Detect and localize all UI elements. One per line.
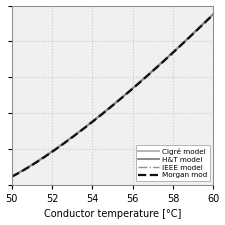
H&T model [176, 47, 178, 50]
H&T model [207, 18, 210, 20]
Morgan mod [176, 48, 178, 50]
Cigré model [10, 175, 13, 177]
H&T model [106, 108, 109, 111]
Cigré model [176, 47, 178, 50]
Morgan mod [106, 108, 109, 111]
Cigré model [207, 17, 210, 20]
IEEE model [119, 97, 122, 100]
IEEE model [107, 107, 110, 110]
Morgan mod [212, 13, 215, 16]
Cigré model [212, 12, 215, 15]
Morgan mod [207, 18, 210, 20]
Morgan mod [130, 88, 133, 91]
H&T model [107, 107, 110, 110]
Line: H&T model: H&T model [12, 14, 213, 177]
Legend: Cigré model, H&T model, IEEE model, Morgan mod: Cigré model, H&T model, IEEE model, Morg… [136, 145, 210, 181]
Cigré model [119, 97, 122, 99]
H&T model [119, 97, 122, 100]
IEEE model [207, 17, 210, 20]
Line: Cigré model: Cigré model [12, 14, 213, 176]
Cigré model [106, 108, 109, 110]
IEEE model [130, 88, 133, 90]
IEEE model [176, 47, 178, 50]
Cigré model [130, 88, 133, 90]
H&T model [10, 175, 13, 178]
H&T model [212, 13, 215, 16]
Morgan mod [10, 175, 13, 178]
IEEE model [212, 13, 215, 15]
IEEE model [106, 108, 109, 111]
Cigré model [107, 107, 110, 109]
X-axis label: Conductor temperature [°C]: Conductor temperature [°C] [44, 209, 181, 219]
IEEE model [10, 175, 13, 178]
H&T model [130, 88, 133, 91]
Line: Morgan mod: Morgan mod [12, 14, 213, 177]
Morgan mod [107, 107, 110, 110]
Morgan mod [119, 97, 122, 100]
Line: IEEE model: IEEE model [12, 14, 213, 176]
